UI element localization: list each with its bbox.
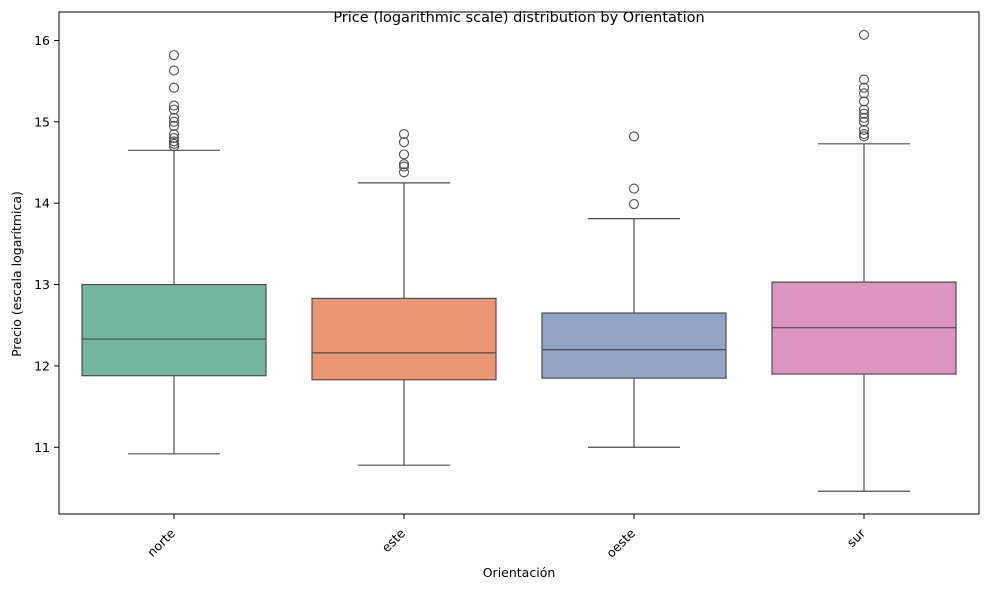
y-tick-label: 11 (34, 440, 50, 455)
x-axis-ticks: norte este oeste sur (144, 514, 869, 560)
y-axis-ticks: 11 12 13 14 15 16 (34, 33, 59, 455)
outlier-point (168, 128, 180, 140)
outlier-point (398, 167, 410, 178)
outliers-layer (168, 29, 870, 210)
outlier-point (858, 131, 870, 142)
outlier-point (858, 112, 870, 123)
chart-title: Price (logarithmic scale) distribution b… (333, 10, 704, 26)
outlier-point (168, 104, 180, 115)
outlier-point (398, 128, 410, 140)
y-tick-label: 14 (34, 196, 50, 211)
outlier-point (398, 159, 410, 170)
box-sur (771, 143, 957, 492)
outlier-point (168, 116, 180, 127)
outlier-point (628, 183, 640, 194)
outlier-point (858, 96, 870, 107)
outlier-point (168, 50, 180, 61)
x-axis-label: Orientación (483, 565, 556, 580)
outlier-point (398, 137, 410, 148)
outlier-point (168, 141, 180, 152)
outlier-point (628, 131, 640, 142)
outlier-point (168, 120, 180, 131)
plot-area-frame (58, 11, 980, 515)
y-tick-label: 16 (34, 33, 50, 48)
outlier-point (858, 124, 870, 136)
box-iqr (541, 312, 727, 379)
outlier-point (398, 149, 410, 160)
outlier-point (168, 82, 180, 93)
outlier-point (858, 128, 870, 140)
y-axis-label: Precio (escala logarítmica) (9, 191, 24, 357)
outlier-point (168, 65, 180, 76)
x-tick-label: norte (144, 525, 178, 559)
y-tick-label: 12 (34, 358, 50, 373)
y-tick-label: 15 (34, 114, 50, 129)
outlier-point (168, 138, 180, 149)
x-tick-label: oeste (603, 525, 638, 560)
outlier-point (858, 108, 870, 119)
outlier-point (168, 100, 180, 111)
box-oeste (541, 218, 727, 448)
box-iqr (311, 297, 497, 381)
outlier-point (168, 112, 180, 123)
y-tick-label: 13 (34, 277, 50, 292)
outlier-point (858, 104, 870, 115)
outlier-point (168, 133, 180, 144)
box-iqr (81, 283, 267, 377)
outlier-point (168, 136, 180, 147)
outlier-point (858, 82, 870, 93)
box-este (311, 182, 497, 466)
outlier-point (858, 29, 870, 40)
x-tick-label: este (379, 525, 409, 555)
box-norte (81, 149, 267, 455)
x-tick-label: sur (844, 525, 869, 550)
outlier-point (858, 74, 870, 85)
outlier-point (858, 88, 870, 99)
outlier-point (628, 198, 640, 210)
outlier-point (398, 161, 410, 172)
outlier-point (858, 116, 870, 127)
boxes-layer (81, 143, 957, 492)
